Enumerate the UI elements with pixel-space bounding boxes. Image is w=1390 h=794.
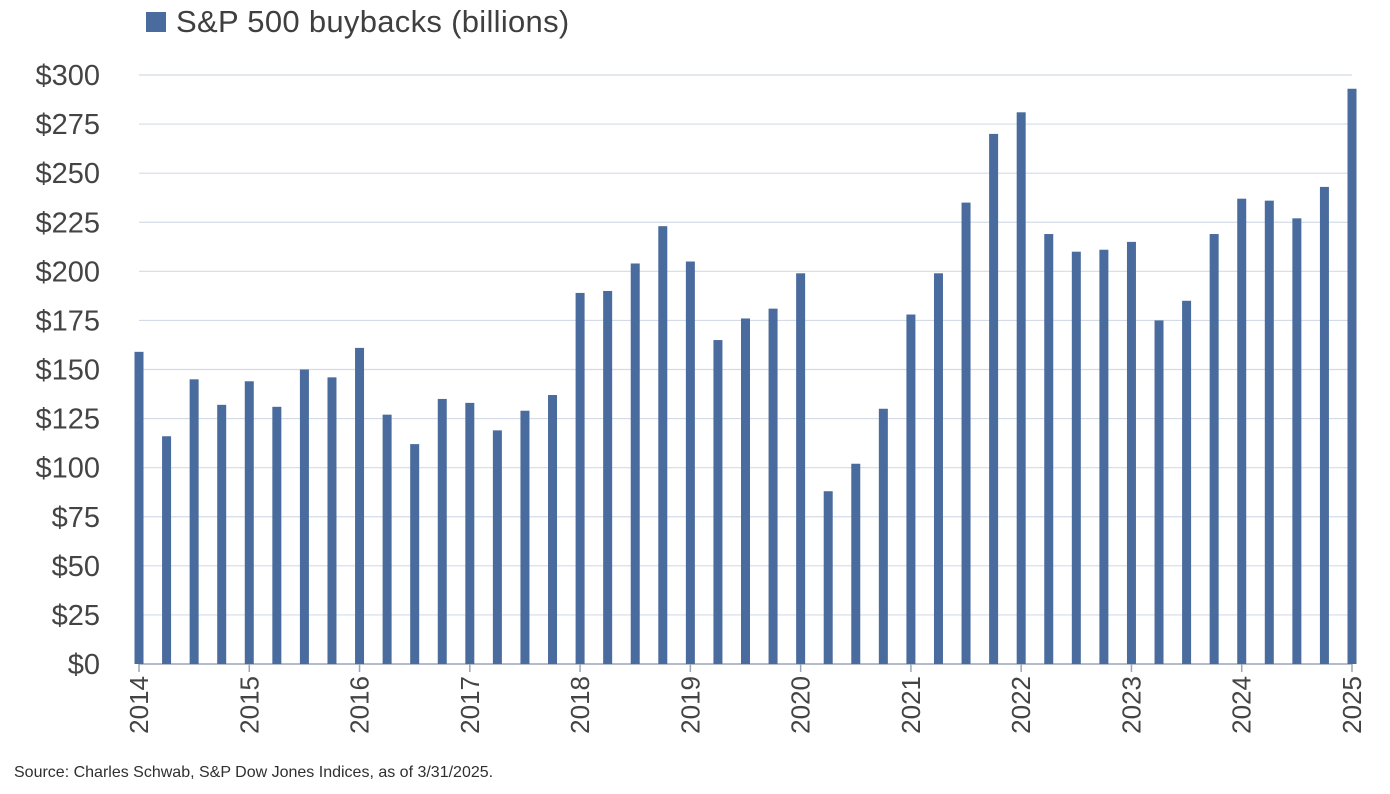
bar [134, 351, 144, 664]
y-tick-label: $125 [35, 404, 100, 436]
bar [1016, 112, 1026, 664]
bar [1099, 249, 1109, 664]
bar [685, 261, 695, 664]
x-tick-label: 2019 [675, 676, 705, 734]
bar [823, 491, 833, 664]
bar [630, 263, 640, 664]
bar [796, 273, 806, 664]
y-tick-label: $100 [35, 453, 100, 485]
bar [713, 340, 723, 664]
bar [1209, 234, 1219, 664]
y-tick-label: $275 [35, 109, 100, 141]
bar [741, 318, 750, 664]
bar [492, 430, 502, 664]
bar [851, 463, 861, 664]
bar [299, 369, 309, 664]
x-tick-label: 2025 [1337, 676, 1367, 734]
y-tick-label: $250 [35, 158, 100, 190]
bar [1126, 241, 1136, 664]
y-tick-label: $0 [68, 649, 100, 681]
bar [272, 406, 282, 664]
x-tick-label: 2022 [1006, 676, 1036, 734]
bar [1071, 251, 1081, 664]
bar [1264, 200, 1274, 665]
bar [768, 308, 778, 664]
x-tick-label: 2014 [124, 676, 154, 734]
bar [162, 436, 172, 664]
bar [603, 290, 613, 664]
bar [1319, 186, 1329, 664]
bar [1182, 300, 1192, 664]
bar [189, 379, 199, 664]
bar [548, 395, 558, 664]
bar [355, 347, 365, 664]
bar [410, 444, 420, 664]
bar [989, 133, 999, 664]
x-tick-label: 2018 [565, 676, 595, 734]
bar [327, 377, 337, 664]
bar [1154, 320, 1164, 664]
source-note: Source: Charles Schwab, S&P Dow Jones In… [14, 764, 494, 781]
legend-swatch [146, 12, 166, 32]
y-tick-label: $175 [35, 305, 100, 337]
bar [217, 404, 227, 664]
x-tick-label: 2021 [896, 676, 926, 734]
y-tick-label: $25 [52, 600, 100, 632]
x-tick-label: 2016 [345, 676, 375, 734]
x-tick-label: 2020 [786, 676, 816, 734]
bar [244, 381, 254, 664]
y-tick-label: $225 [35, 207, 100, 239]
bar [520, 410, 530, 664]
x-tick-label: 2015 [234, 676, 264, 734]
bar [1347, 88, 1357, 664]
legend: S&P 500 buybacks (billions) [146, 2, 570, 42]
bar [575, 292, 585, 664]
bar [658, 226, 668, 664]
bar [906, 314, 916, 664]
bar [933, 273, 943, 664]
bar [1044, 234, 1054, 664]
y-tick-label: $150 [35, 355, 100, 387]
y-tick-label: $50 [52, 551, 100, 583]
bar [465, 402, 475, 664]
x-tick-label: 2017 [455, 676, 485, 734]
bar [382, 414, 392, 664]
x-tick-label: 2023 [1116, 676, 1146, 734]
y-tick-label: $200 [35, 256, 100, 288]
bar [437, 398, 447, 664]
bar [878, 408, 888, 664]
y-tick-label: $300 [35, 60, 100, 92]
x-tick-label: 2024 [1227, 676, 1257, 734]
legend-label: S&P 500 buybacks (billions) [176, 4, 570, 39]
bar [1237, 198, 1247, 664]
y-tick-label: $75 [52, 502, 100, 534]
bar [1292, 218, 1302, 664]
bar [961, 202, 971, 664]
